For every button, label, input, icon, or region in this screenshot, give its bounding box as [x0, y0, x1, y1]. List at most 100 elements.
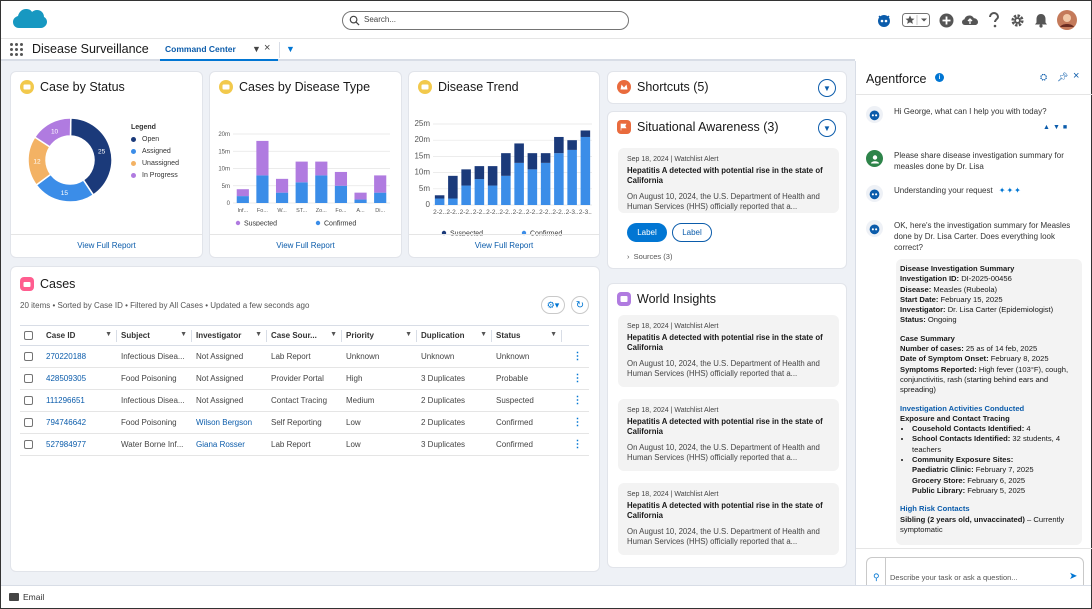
status-cell: Probable [492, 367, 562, 390]
legend-item[interactable]: Unassigned [131, 160, 179, 167]
pin-icon[interactable]: 📌︎ [1057, 72, 1069, 82]
column-chevron-down-icon[interactable]: ▼ [550, 331, 557, 338]
case-id-link[interactable]: 428509305 [42, 367, 117, 390]
column-header[interactable]: Duplication ▼ [417, 325, 492, 346]
school-contacts-item: School Contacts Identified: 32 students,… [912, 434, 1078, 455]
table-row[interactable]: 527984977 Water Borne Inf... Giana Rosser L… [20, 433, 589, 456]
close-panel-icon[interactable]: × [1073, 70, 1080, 82]
row-select-cell [20, 367, 42, 390]
legend-item[interactable]: Open [131, 136, 179, 143]
bar-confirmed [514, 162, 524, 205]
row-actions-kebab-icon[interactable]: ⋮ [572, 417, 583, 428]
setup-gear-icon[interactable] [1007, 10, 1027, 30]
refresh-icon[interactable]: ↻ [571, 296, 589, 314]
world-insight-item[interactable]: Sep 18, 2024 | Watchlist Alert Hepatitis … [618, 483, 839, 555]
case-icon [20, 277, 34, 291]
salesforce-logo-icon[interactable] [11, 7, 49, 33]
view-full-report-link[interactable]: View Full Report [276, 241, 335, 250]
priority-cell: High [342, 367, 417, 390]
notifications-bell-icon[interactable] [1031, 10, 1051, 30]
label-primary-button[interactable]: Label [627, 223, 667, 242]
row-actions-kebab-icon[interactable]: ⋮ [572, 439, 583, 450]
column-chevron-down-icon[interactable]: ▼ [405, 331, 412, 338]
row-actions-kebab-icon[interactable]: ⋮ [572, 395, 583, 406]
table-row[interactable]: 428509305 Food Poisoning Not Assigned Provi… [20, 367, 589, 390]
trailhead-icon[interactable] [960, 10, 980, 30]
nav-overflow-chevron-icon[interactable]: ▼ [286, 44, 295, 54]
email-icon[interactable] [9, 593, 19, 601]
sources-toggle[interactable]: › Sources (3) [627, 252, 672, 261]
legend-swatch [315, 220, 321, 226]
disease-type-bar-chart[interactable]: 20m 15m 10m 5m 0 Inf... Fo... W... ST... Zo... Fo.… [210, 116, 403, 226]
investigation-summary-card: Disease Investigation Summary Investigat… [896, 259, 1082, 545]
legend-item[interactable]: Assigned [131, 148, 179, 155]
global-search-input[interactable]: Search... [342, 11, 629, 30]
situational-alert-item[interactable]: Sep 18, 2024 | Watchlist Alert Hepatitis… [618, 148, 839, 213]
app-navigation-bar: Disease Surveillance Command Center ▼ × … [1, 39, 855, 61]
column-chevron-down-icon[interactable]: ▼ [480, 331, 487, 338]
world-insight-item[interactable]: Sep 18, 2024 | Watchlist Alert Hepatitis … [618, 315, 839, 387]
select-all-checkbox[interactable] [24, 331, 33, 341]
row-checkbox[interactable] [24, 396, 33, 406]
agent-reply-message: OK, here's the investigation summary for… [866, 220, 1086, 256]
app-launcher-icon[interactable] [10, 43, 23, 56]
case-id-link[interactable]: 111296651 [42, 389, 117, 412]
send-icon[interactable]: ➤ [1069, 571, 1078, 582]
list-settings-gear-icon[interactable]: ⚙▾ [541, 296, 565, 314]
investigator-cell[interactable]: Wilson Bergson [192, 411, 267, 434]
column-header[interactable]: Priority ▼ [342, 325, 417, 346]
case-id-link[interactable]: 794746642 [42, 411, 117, 434]
view-full-report-link[interactable]: View Full Report [77, 241, 136, 250]
case-id-link[interactable]: 527984977 [42, 433, 117, 456]
agent-settings-icon[interactable]: ⛭ [1040, 72, 1048, 82]
column-header[interactable]: Case ID ▼ [42, 325, 117, 346]
view-full-report-link[interactable]: View Full Report [474, 241, 534, 250]
legend-item[interactable]: In Progress [131, 172, 179, 179]
attach-paperclip-icon[interactable]: ⚲ [873, 572, 880, 582]
table-row[interactable]: 111296651 Infectious Disea... Not Assigned… [20, 389, 589, 412]
shortcuts-chevron-down-icon[interactable]: ▼ [818, 79, 836, 97]
utility-email-label[interactable]: Email [23, 592, 45, 602]
column-chevron-down-icon[interactable]: ▼ [105, 331, 112, 338]
row-select-cell [20, 389, 42, 412]
column-header[interactable]: Status ▼ [492, 325, 562, 346]
tab-close-icon[interactable]: × [264, 42, 271, 54]
row-checkbox[interactable] [24, 418, 33, 428]
column-chevron-down-icon[interactable]: ▼ [180, 331, 187, 338]
row-checkbox[interactable] [24, 374, 33, 384]
einstein-agent-icon[interactable] [874, 10, 894, 30]
investigator-cell[interactable]: Giana Rosser [192, 433, 267, 456]
case-id-link[interactable]: 270220188 [42, 345, 117, 368]
x-tick-label: 2-2.. [513, 209, 526, 216]
label-secondary-button[interactable]: Label [672, 223, 712, 242]
column-header-label: Investigator [196, 331, 242, 340]
copy-icon[interactable]: ■ [1062, 124, 1071, 131]
thumbs-down-icon[interactable]: ▼ [1052, 124, 1063, 131]
column-header[interactable]: Subject ▼ [117, 325, 192, 346]
row-checkbox[interactable] [24, 352, 33, 362]
tab-chevron-down-icon[interactable]: ▼ [252, 44, 261, 54]
table-row[interactable]: 794746642 Food Poisoning Wilson Bergson Sel… [20, 411, 589, 434]
situational-chevron-down-icon[interactable]: ▼ [818, 119, 836, 137]
row-checkbox[interactable] [24, 440, 33, 450]
user-avatar[interactable] [1056, 9, 1078, 31]
world-insight-item[interactable]: Sep 18, 2024 | Watchlist Alert Hepatitis … [618, 399, 839, 471]
global-create-icon[interactable] [936, 10, 956, 30]
tab-command-center[interactable]: Command Center ▼ × [160, 39, 278, 61]
table-row[interactable]: 270220188 Infectious Disea... Not Assigned… [20, 345, 589, 368]
column-chevron-down-icon[interactable]: ▼ [330, 331, 337, 338]
favorites-icon[interactable] [901, 10, 931, 30]
help-icon[interactable] [984, 10, 1004, 30]
info-icon[interactable]: i [935, 73, 944, 82]
column-chevron-down-icon[interactable]: ▼ [255, 331, 262, 338]
column-header[interactable]: Investigator ▼ [192, 325, 267, 346]
column-header[interactable]: Case Sour... ▼ [267, 325, 342, 346]
bar-confirmed [256, 175, 269, 203]
thumbs-up-icon[interactable]: ▲ [1043, 124, 1053, 131]
app-name: Disease Surveillance [32, 42, 149, 56]
status-donut-chart[interactable]: 25 15 12 10 [19, 110, 129, 210]
row-actions-kebab-icon[interactable]: ⋮ [572, 351, 583, 362]
row-actions-kebab-icon[interactable]: ⋮ [572, 373, 583, 384]
feedback-icons[interactable]: ▲▼■ [1043, 122, 1070, 133]
